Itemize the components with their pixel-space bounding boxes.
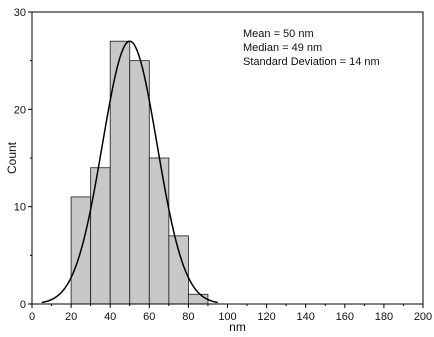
x-tick-label: 0	[29, 311, 35, 323]
histogram-bar-6	[187, 293, 209, 305]
histogram-bar-3	[129, 60, 150, 305]
histogram-bars	[70, 40, 209, 305]
x-tick-label: 120	[257, 311, 275, 323]
y-tick-label: 10	[14, 202, 26, 214]
x-tick-label: 160	[336, 311, 354, 323]
stat-line-2: Standard Deviation = 14 nm	[243, 56, 380, 68]
y-axis-title: Count	[5, 141, 19, 174]
histogram-bar-4	[148, 157, 170, 305]
x-tick-label: 60	[143, 311, 155, 323]
gaussian-fit-curve	[41, 40, 218, 304]
y-tick-label: 0	[20, 299, 26, 311]
stat-line-0: Mean = 50 nm	[243, 28, 314, 40]
x-tick-label: 100	[218, 311, 236, 323]
x-axis-ticks: 0 20 40 60 80 100 120 140 160 180 200	[29, 304, 432, 323]
x-tick-label: 80	[182, 311, 194, 323]
x-tick-label: 200	[414, 311, 432, 323]
statistics-annotation: Mean = 50 nm Median = 49 nm Standard Devia…	[243, 28, 380, 68]
y-tick-label: 20	[14, 104, 26, 116]
y-tick-label: 30	[14, 7, 26, 19]
x-tick-label: 40	[104, 311, 116, 323]
x-tick-label: 140	[297, 311, 315, 323]
y-axis-ticks: 0 10 20 30	[14, 7, 32, 311]
stat-line-1: Median = 49 nm	[243, 42, 322, 54]
histogram-bar-1	[90, 167, 111, 305]
x-axis-title: nm	[229, 320, 246, 334]
x-tick-label: 180	[375, 311, 393, 323]
histogram-bar-2	[109, 40, 131, 305]
x-tick-label: 20	[65, 311, 77, 323]
